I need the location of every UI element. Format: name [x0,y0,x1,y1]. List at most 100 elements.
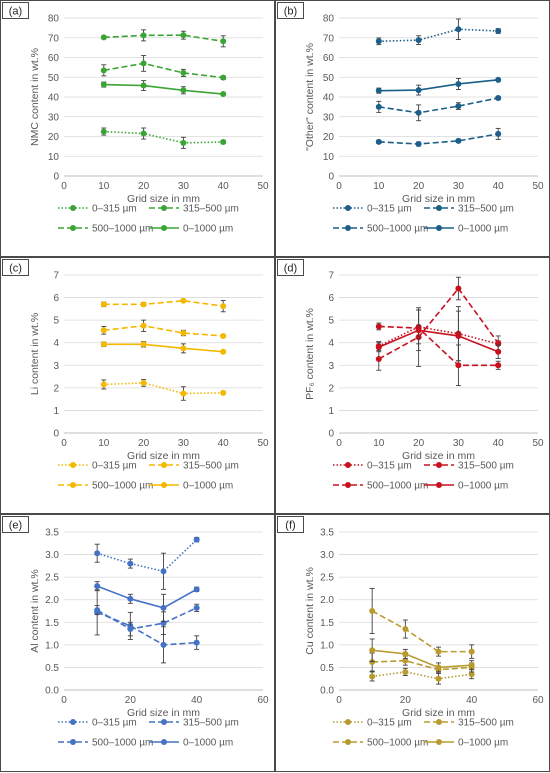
data-point [193,536,200,543]
series [94,581,200,622]
y-tick-label: 3 [53,361,59,372]
x-tick-label: 0 [336,181,342,192]
data-point [180,390,187,397]
legend-marker [345,225,351,231]
y-tick-label: 0.0 [45,686,59,697]
series-line [372,659,472,671]
x-axis-label: Grid size in mm [402,450,475,462]
x-tick-label: 60 [532,695,544,706]
panel-label: (b) [284,6,297,18]
legend-marker [70,225,76,231]
legend-marker [436,225,442,231]
data-point [455,332,462,339]
series [375,276,502,371]
data-point [140,322,147,329]
y-tick-label: 70 [48,33,60,44]
y-tick-label: 1 [328,406,334,417]
x-axis-label: Grid size in mm [127,707,200,719]
data-point [369,608,376,614]
x-axis-label: Grid size in mm [402,707,475,719]
data-point [180,69,187,76]
y-axis-label: NMC content in wt.% [29,48,41,146]
y-axis-label: "Other" content in wt.% [304,43,316,151]
data-point [180,330,187,337]
legend-marker [345,719,351,725]
series-line [378,329,499,353]
data-point [100,81,107,88]
data-point [193,604,200,611]
legend-label: 315–500 µm [183,204,239,215]
legend-label: 0–1000 µm [458,481,508,492]
legend-marker [161,205,167,211]
x-tick-label: 60 [257,695,269,706]
data-point [415,109,422,116]
legend-marker [161,462,167,468]
data-point [455,103,462,110]
data-point [495,28,502,35]
x-tick-label: 40 [218,438,230,449]
y-tick-label: 3 [328,361,334,372]
y-tick-label: 1.0 [320,640,334,651]
x-tick-label: 0 [61,695,67,706]
legend-label: 500–1000 µm [367,224,428,235]
x-tick-label: 40 [218,181,230,192]
data-point [375,344,382,351]
series-line [96,539,198,573]
series [369,667,475,685]
x-tick-label: 20 [413,438,425,449]
x-tick-label: 20 [138,181,150,192]
data-point [375,87,382,94]
y-tick-label: 2.0 [45,595,59,606]
series-line [103,34,224,43]
y-tick-label: 1.0 [45,640,59,651]
y-tick-label: 2.0 [320,595,334,606]
data-point [127,560,134,567]
series-line [96,607,198,630]
x-tick-label: 50 [257,181,269,192]
series [369,587,475,659]
legend-label: 0–315 µm [367,461,412,472]
series-line [96,585,198,609]
series [100,55,227,81]
legend-label: 315–500 µm [458,718,514,729]
data-point [415,141,422,148]
data-point [180,297,187,304]
data-point [100,67,107,74]
legend-marker [70,482,76,488]
y-tick-label: 2.5 [45,573,59,584]
legend-label: 315–500 µm [458,461,514,472]
y-tick-label: 3.5 [320,528,334,539]
y-tick-label: 6 [328,293,334,304]
legend-label: 315–500 µm [183,461,239,472]
y-tick-label: 0.5 [320,663,334,674]
series-line [378,287,499,360]
legend-label: 0–315 µm [92,461,137,472]
data-point [455,362,462,369]
data-point [468,671,475,678]
x-tick-label: 50 [532,438,544,449]
x-tick-label: 20 [413,181,425,192]
x-tick-label: 40 [466,695,478,706]
legend-marker [70,462,76,468]
y-tick-label: 3.5 [45,528,59,539]
data-point [127,595,134,602]
series [100,319,227,339]
legend-label: 0–315 µm [367,718,412,729]
y-tick-label: 6 [53,293,59,304]
x-tick-label: 30 [453,438,465,449]
series [375,18,502,46]
data-point [94,607,101,614]
x-tick-label: 10 [373,181,385,192]
data-point [220,74,227,81]
y-tick-label: 0 [53,172,59,183]
legend-marker [161,482,167,488]
series [94,603,200,637]
data-point [369,647,376,654]
legend-label: 0–1000 µm [183,738,233,749]
x-tick-label: 10 [373,438,385,449]
data-point [94,583,101,590]
legend-marker [161,719,167,725]
series [100,341,227,355]
panel-label: (c) [9,263,22,275]
series-line [378,97,499,114]
